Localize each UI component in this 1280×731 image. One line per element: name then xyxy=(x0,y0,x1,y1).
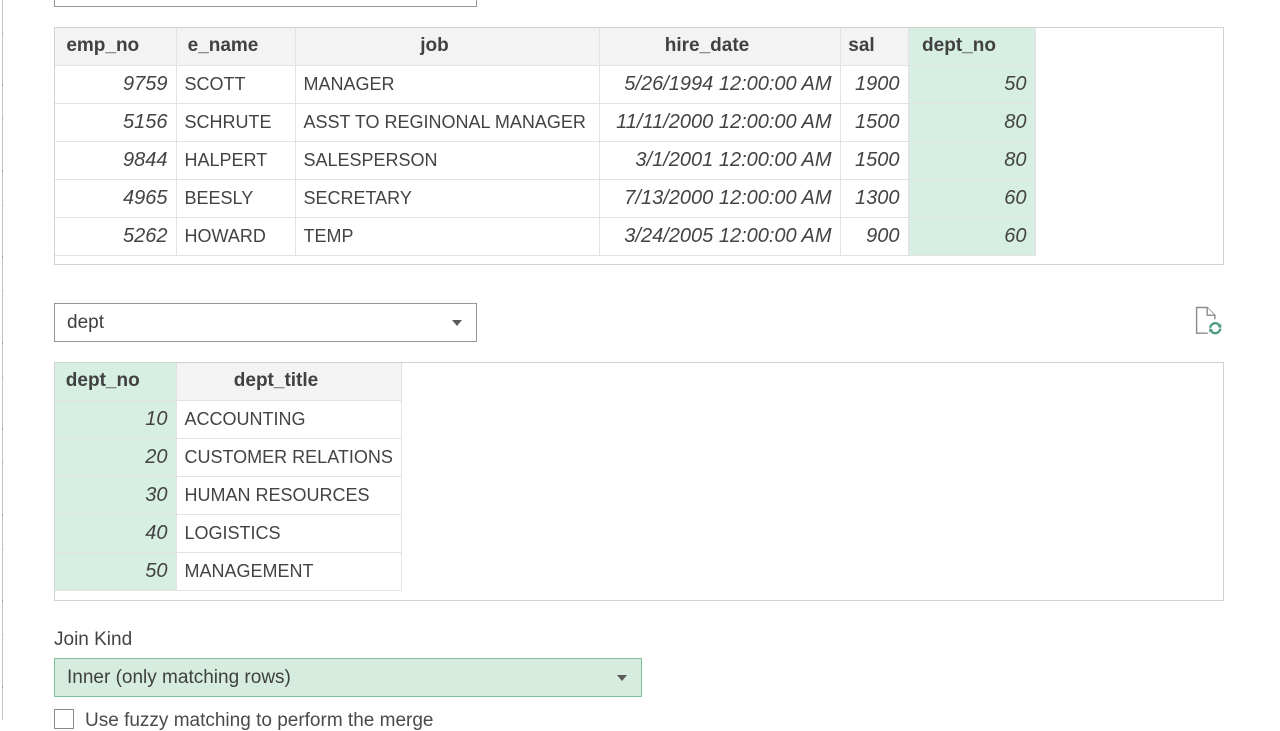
cell-hire_date[interactable]: 3/1/2001 12:00:00 AM xyxy=(599,141,841,181)
header-filler xyxy=(1035,28,1223,65)
row-filler xyxy=(1035,103,1223,142)
column-header-emp_no[interactable]: emp_no xyxy=(55,28,177,66)
cell-job[interactable]: ASST TO REGINONAL MANAGER xyxy=(295,103,600,142)
column-header-sal[interactable]: sal xyxy=(840,28,909,66)
column-header-dept_no[interactable]: dept_no xyxy=(55,363,177,401)
cell-dept_title[interactable]: MANAGEMENT xyxy=(176,552,402,592)
row-filler xyxy=(1035,65,1223,104)
cell-dept_title[interactable]: ACCOUNTING xyxy=(176,400,402,439)
employee-table-picker[interactable] xyxy=(54,0,477,7)
cell-dept_title[interactable]: LOGISTICS xyxy=(176,514,402,554)
dept-table: dept_no dept_title 10 ACCOUNTING 20 CUSTOMER … xyxy=(55,363,1223,592)
cell-dept_no[interactable]: 60 xyxy=(908,217,1036,257)
chevron-down-icon xyxy=(617,674,627,681)
table-row: 5262 HOWARD TEMP 3/24/2005 12:00:00 AM 900 60 xyxy=(55,217,1223,257)
cell-emp_no[interactable]: 9844 xyxy=(55,141,177,181)
cell-hire_date[interactable]: 5/26/1994 12:00:00 AM xyxy=(599,65,841,104)
join-kind-label: Join Kind xyxy=(54,629,133,650)
dept-table-container: dept_no dept_title 10 ACCOUNTING 20 CUSTOMER … xyxy=(54,362,1224,601)
table-row: 20 CUSTOMER RELATIONS xyxy=(55,438,1223,477)
row-filler xyxy=(401,438,1223,477)
row-filler xyxy=(401,476,1223,515)
cell-sal[interactable]: 1500 xyxy=(840,141,909,181)
join-kind-value: Inner (only matching rows) xyxy=(67,666,291,688)
cell-sal[interactable]: 900 xyxy=(840,217,909,257)
employee-table: emp_no e_name job hire_date sal dept_no 9759 SC… xyxy=(55,28,1223,257)
cell-e_name[interactable]: SCHRUTE xyxy=(176,103,296,142)
cell-dept_no[interactable]: 80 xyxy=(908,141,1036,181)
row-filler xyxy=(1035,217,1223,256)
cell-e_name[interactable]: HALPERT xyxy=(176,141,296,181)
table-row: 40 LOGISTICS xyxy=(55,514,1223,554)
row-filler xyxy=(401,400,1223,439)
cell-dept_no[interactable]: 50 xyxy=(55,552,177,592)
column-header-dept_no[interactable]: dept_no xyxy=(908,28,1036,66)
cell-dept_no[interactable]: 40 xyxy=(55,514,177,554)
row-filler xyxy=(1035,141,1223,180)
cell-emp_no[interactable]: 5156 xyxy=(55,103,177,142)
cell-job[interactable]: MANAGER xyxy=(295,65,600,104)
cell-hire_date[interactable]: 7/13/2000 12:00:00 AM xyxy=(599,179,841,219)
table-row: 9759 SCOTT MANAGER 5/26/1994 12:00:00 AM 190… xyxy=(55,65,1223,104)
header-row: emp_no e_name job hire_date sal dept_no xyxy=(55,28,1223,66)
cell-hire_date[interactable]: 3/24/2005 12:00:00 AM xyxy=(599,217,841,257)
column-header-e_name[interactable]: e_name xyxy=(176,28,296,66)
employee-table-container: emp_no e_name job hire_date sal dept_no 9759 SC… xyxy=(54,27,1224,265)
header-filler xyxy=(401,363,1223,400)
row-filler xyxy=(401,514,1223,553)
cell-dept_no[interactable]: 80 xyxy=(908,103,1036,142)
cell-dept_no[interactable]: 10 xyxy=(55,400,177,439)
column-header-hire_date[interactable]: hire_date xyxy=(599,28,841,66)
column-header-dept_title[interactable]: dept_title xyxy=(176,363,402,401)
cell-job[interactable]: SECRETARY xyxy=(295,179,600,219)
fuzzy-matching-label: Use fuzzy matching to perform the merge xyxy=(85,709,434,731)
cell-job[interactable]: TEMP xyxy=(295,217,600,257)
cell-emp_no[interactable]: 5262 xyxy=(55,217,177,257)
cell-e_name[interactable]: SCOTT xyxy=(176,65,296,104)
window-edge-artifact xyxy=(2,0,3,720)
cell-emp_no[interactable]: 9759 xyxy=(55,65,177,104)
refresh-preview-icon xyxy=(1195,306,1225,338)
table-row: 5156 SCHRUTE ASST TO REGINONAL MANAGER 11/1… xyxy=(55,103,1223,142)
cell-dept_no[interactable]: 60 xyxy=(908,179,1036,219)
cell-dept_title[interactable]: CUSTOMER RELATIONS xyxy=(176,438,402,477)
table-row: 4965 BEESLY SECRETARY 7/13/2000 12:00:00 AM… xyxy=(55,179,1223,219)
table-row: 50 MANAGEMENT xyxy=(55,552,1223,592)
chevron-down-icon xyxy=(452,319,462,326)
cell-emp_no[interactable]: 4965 xyxy=(55,179,177,219)
header-row: dept_no dept_title xyxy=(55,363,1223,401)
join-kind-dropdown[interactable]: Inner (only matching rows) xyxy=(54,658,642,697)
table-row: 10 ACCOUNTING xyxy=(55,400,1223,439)
cell-e_name[interactable]: HOWARD xyxy=(176,217,296,257)
row-filler xyxy=(1035,179,1223,218)
table-row: 30 HUMAN RESOURCES xyxy=(55,476,1223,516)
dept-table-picker[interactable]: dept xyxy=(54,303,477,342)
cell-dept_no[interactable]: 50 xyxy=(908,65,1036,104)
cell-sal[interactable]: 1300 xyxy=(840,179,909,219)
cell-dept_title[interactable]: HUMAN RESOURCES xyxy=(176,476,402,516)
row-filler xyxy=(401,552,1223,591)
table-row: 9844 HALPERT SALESPERSON 3/1/2001 12:00:00 … xyxy=(55,141,1223,181)
column-header-job[interactable]: job xyxy=(295,28,600,66)
cell-job[interactable]: SALESPERSON xyxy=(295,141,600,181)
dept-table-picker-value: dept xyxy=(67,311,104,333)
cell-dept_no[interactable]: 30 xyxy=(55,476,177,516)
refresh-preview-button[interactable] xyxy=(1193,304,1225,338)
cell-dept_no[interactable]: 20 xyxy=(55,438,177,477)
cell-sal[interactable]: 1900 xyxy=(840,65,909,104)
cell-sal[interactable]: 1500 xyxy=(840,103,909,142)
fuzzy-matching-checkbox[interactable] xyxy=(54,709,74,729)
cell-hire_date[interactable]: 11/11/2000 12:00:00 AM xyxy=(599,103,841,142)
cell-e_name[interactable]: BEESLY xyxy=(176,179,296,219)
